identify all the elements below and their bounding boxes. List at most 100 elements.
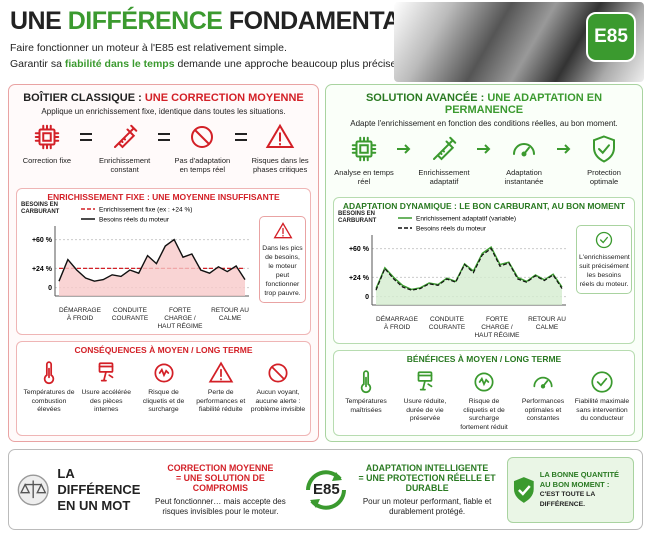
footer: LA DIFFÉRENCE EN UN MOT CORRECTION MOYEN…	[8, 449, 643, 530]
icon	[433, 136, 457, 161]
legend-label: Enrichissement fixe (ex : +24 %)	[99, 207, 192, 214]
y-tick-label: 0	[48, 285, 52, 292]
consequence-label: Performances optimales et constantes	[521, 398, 565, 422]
step-label: Adaptation instantanée	[504, 168, 544, 186]
consequence: Performances optimales et constantes	[515, 369, 571, 432]
note-text: Dans les pics de besoins, le moteur peut…	[262, 245, 303, 297]
icon	[191, 126, 214, 148]
step-label: Analyse en temps réel	[334, 168, 394, 186]
consequence: Aucun voyant, aucune alerte : problème i…	[250, 360, 306, 415]
step: Correction fixe	[16, 122, 78, 165]
chart-row: BESOINS EN CARBURANT +60 % +24 % 0 Enrichiss…	[338, 211, 632, 340]
consequences-title: BÉNÉFICES À MOYEN / LONG TERME	[406, 354, 562, 364]
y-tick-label: 0	[365, 294, 369, 301]
icon	[34, 124, 60, 150]
y-axis-label: BESOINS EN CARBURANT	[21, 202, 60, 215]
step: Pas d'adaptation en temps réel	[172, 122, 234, 174]
legend-label: Besoins réels du moteur	[99, 217, 170, 224]
separator	[397, 144, 411, 154]
note-text: L'enrichissement suit précisément les be…	[579, 254, 630, 288]
y-axis-label: BESOINS EN CARBURANT	[338, 211, 377, 224]
consequence-label: Températures maîtrisées	[345, 398, 387, 414]
steps: Analyse en temps réel Enrichissement adap…	[333, 134, 635, 197]
conclusion: LA BONNE QUANTITÉ AU BON MOMENT : C'EST T…	[507, 456, 634, 523]
consequences: CONSÉQUENCES À MOYEN / LONG TERME Tempéra…	[16, 341, 311, 436]
note: L'enrichissement suit précisément les be…	[576, 225, 632, 294]
panel-title-highlight: UNE CORRECTION MOYENNE	[144, 92, 304, 104]
footer-badge: E85	[300, 464, 347, 516]
footer-right-subtitle: = UNE PROTECTION RÉELLE ET DURABLE	[358, 472, 496, 493]
chart-box: ENRICHISSEMENT FIXE : UNE MOYENNE INSUFF…	[16, 188, 311, 335]
note: Dans les pics de besoins, le moteur peut…	[259, 216, 306, 303]
footer-heading: LA DIFFÉRENCE EN UN MOT	[57, 465, 141, 513]
consequence: Usure réduite, durée de vie préservée	[397, 369, 453, 432]
intro-end: demande une approche beaucoup plus préci…	[174, 58, 400, 70]
consequence-label: Usure réduite, durée de vie préservée	[403, 398, 447, 422]
consequence: Températures de combustion élevées	[21, 360, 77, 415]
x-label: DÉMARRAGE À FROID	[59, 307, 101, 322]
step: Adaptation instantanée	[493, 134, 555, 186]
icon	[533, 376, 553, 389]
area	[59, 239, 245, 296]
x-labels: DÉMARRAGE À FROID CONDUITE COURANTE FORTE …	[338, 316, 572, 340]
intro-start: Garantir sa	[10, 58, 65, 70]
y-tick-label: +24 %	[32, 266, 53, 273]
line	[58, 238, 246, 282]
consequence-label: Risque de cliquetis et de surcharge	[142, 389, 185, 413]
step-label: Protection optimale	[587, 168, 621, 186]
step: Risques dans les phases critiques	[249, 122, 311, 174]
footer-right-text: Pour un moteur performant, fiable et dur…	[362, 496, 492, 516]
y-tick-label: +24 %	[349, 275, 370, 282]
consequence-label: Risque de cliquetis et de surcharge fort…	[460, 398, 508, 431]
panel-title: SOLUTION AVANCÉE : UNE ADAPTATION EN PER…	[333, 92, 635, 116]
intro-highlight: fiabilité dans le temps	[64, 58, 175, 70]
consequences-title: CONSÉQUENCES À MOYEN / LONG TERME	[74, 345, 253, 355]
icon	[153, 363, 174, 383]
separator	[557, 144, 571, 154]
step-label: Pas d'adaptation en temps réel	[174, 156, 231, 174]
chart: +60 % +24 % 0 Enrichissement adaptatif (var…	[349, 216, 566, 306]
consequence-items: Températures de combustion élevées Usure …	[21, 360, 306, 415]
panel-title-start: SOLUTION AVANCÉE :	[365, 92, 488, 104]
chart-area: BESOINS EN CARBURANT +60 % +24 % 0 Enrichiss…	[21, 202, 255, 331]
step: Protection optimale	[573, 134, 635, 186]
icon	[98, 362, 114, 382]
icon	[595, 231, 613, 249]
consequence-items: Températures maîtrisées Usure réduite, du…	[338, 369, 630, 432]
footer-left-title: CORRECTION MOYENNE	[167, 462, 274, 473]
consequence: Fiabilité maximale sans intervention du …	[574, 369, 630, 432]
legend-label: Enrichissement adaptatif (variable)	[416, 216, 516, 223]
icon	[417, 371, 433, 391]
footer-left-subtitle: = UNE SOLUTION DE COMPROMIS	[176, 472, 265, 493]
icon	[591, 371, 613, 393]
consequences: BÉNÉFICES À MOYEN / LONG TERME Températur…	[333, 350, 635, 436]
panel-title: BOÎTIER CLASSIQUE : UNE CORRECTION MOYEN…	[16, 92, 311, 104]
consequence-label: Aucun voyant, aucune alerte : problème i…	[250, 389, 306, 413]
separator	[157, 133, 170, 141]
step-label: Enrichissement constant	[98, 156, 151, 174]
x-label: RETOUR AU CALME	[528, 316, 566, 331]
step: Enrichissement constant	[94, 122, 156, 174]
consequence: Risque de cliquetis et de surcharge fort…	[456, 369, 512, 432]
cycle-arrows	[306, 469, 347, 510]
title-start: UNE	[10, 7, 68, 35]
x-label: CONDUITE COURANTE	[428, 316, 466, 331]
chart-title: ENRICHISSEMENT FIXE : UNE MOYENNE INSUFF…	[47, 192, 280, 202]
step: Analyse en temps réel	[333, 134, 395, 186]
icon	[265, 123, 295, 148]
icon	[113, 124, 137, 149]
icon	[513, 143, 535, 157]
consequence-label: Températures de combustion élevées	[23, 389, 75, 413]
consequence: Risque de cliquetis et de surcharge	[136, 360, 192, 415]
advanced-panel: SOLUTION AVANCÉE : UNE ADAPTATION EN PER…	[325, 84, 643, 442]
icon	[273, 222, 292, 239]
legend-label: Besoins réels du moteur	[416, 226, 487, 233]
panel-title-highlight: UNE ADAPTATION EN PERMANENCE	[444, 92, 603, 116]
conclusion-1: LA BONNE QUANTITÉ AU BON MOMENT :	[539, 469, 620, 489]
chart-box: ADAPTATION DYNAMIQUE : LE BON CARBURANT,…	[333, 197, 635, 344]
panel-subtitle: Adapte l'enrichissement en fonction des …	[350, 119, 618, 128]
icon	[360, 370, 372, 394]
area	[376, 247, 562, 305]
line	[375, 247, 563, 291]
x-label: FORTE CHARGE / HAUT RÉGIME	[157, 307, 203, 330]
